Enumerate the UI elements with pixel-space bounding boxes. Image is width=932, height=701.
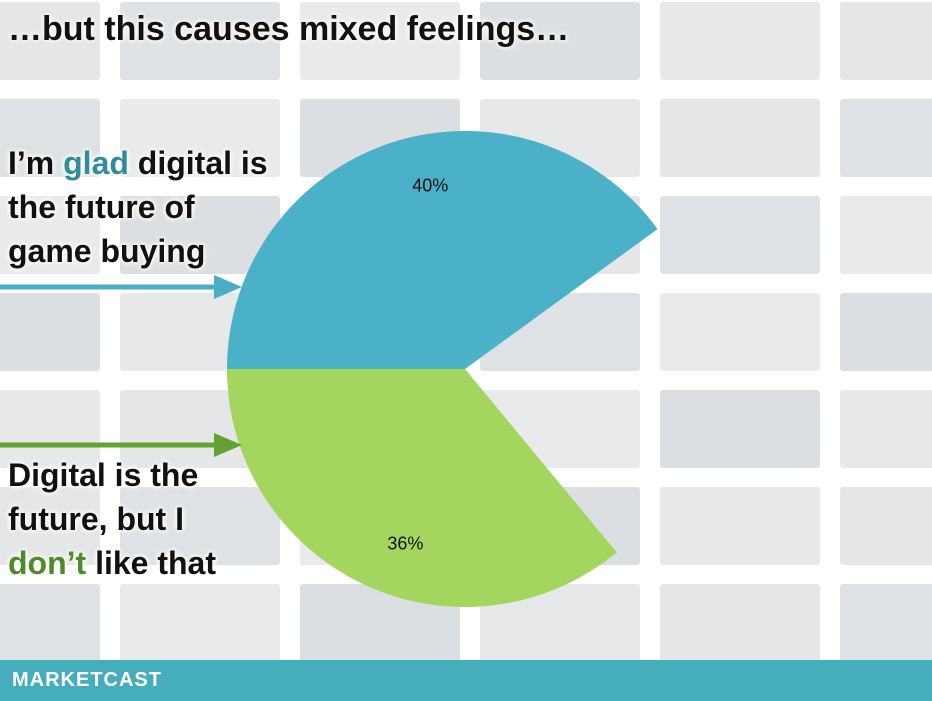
background-tile — [0, 196, 100, 274]
background-tile — [120, 487, 280, 565]
highlight-word: glad — [63, 145, 129, 181]
background-tile — [660, 293, 820, 371]
category-label: I’m glad digital is the future of game b… — [8, 141, 270, 273]
background-tile — [120, 99, 280, 177]
background-tile — [840, 487, 932, 565]
category-label: Digital is the future, but I don’t like … — [8, 453, 270, 585]
background-tile — [0, 584, 100, 662]
background-tile — [300, 2, 460, 80]
pie-slice — [227, 131, 658, 369]
highlight-word: don’t — [8, 545, 87, 581]
background-tile — [0, 487, 100, 565]
background-tile — [0, 99, 100, 177]
value-label: 40% — [412, 175, 448, 195]
background-tile — [660, 390, 820, 468]
background-tile — [840, 293, 932, 371]
label-text: like that — [86, 545, 216, 581]
label-text: Digital is the future, but I — [8, 457, 199, 537]
background-tile — [120, 196, 280, 274]
background-tile — [480, 2, 640, 80]
background-tile — [840, 584, 932, 662]
value-label: 36% — [387, 534, 423, 554]
label-text: I’m — [8, 145, 64, 181]
background-tile — [660, 487, 820, 565]
background-tile — [840, 99, 932, 177]
background-tile — [840, 196, 932, 274]
background-tile — [660, 584, 820, 662]
brand-logo: MarketCast — [12, 669, 162, 691]
background-tile — [120, 584, 280, 662]
background-tile — [840, 390, 932, 468]
background-tile — [660, 99, 820, 177]
label-text: digital is the future of game buying — [8, 145, 268, 269]
background-tile — [0, 2, 100, 80]
background-tile — [840, 2, 932, 80]
background-tile — [300, 584, 460, 662]
footer-bar — [0, 660, 932, 701]
pie-slice — [227, 369, 617, 608]
arrow-head — [214, 275, 242, 299]
background-tile — [120, 2, 280, 80]
background-tile — [480, 584, 640, 662]
slide-title: …but this causes mixed feelings… — [8, 10, 570, 48]
background-tile — [0, 293, 100, 371]
background-tile — [660, 2, 820, 80]
background-tile — [0, 390, 100, 468]
arrow-head — [214, 433, 242, 457]
background-tile — [660, 196, 820, 274]
